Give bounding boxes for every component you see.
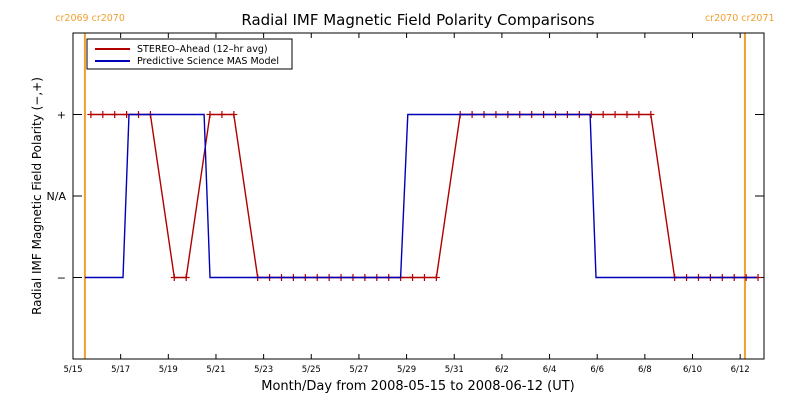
series-0-point-25 <box>420 274 428 281</box>
x-tick-label-13: 6/10 <box>683 365 702 375</box>
x-tick-label-4: 5/23 <box>254 365 273 375</box>
x-axis-label: Month/Day from 2008-05-15 to 2008-06-12 … <box>261 379 574 394</box>
y-tick-label-0: + <box>57 109 66 122</box>
x-tick-label-10: 6/4 <box>543 365 557 375</box>
series-0-point-39 <box>599 111 607 118</box>
x-tick-label-6: 5/27 <box>349 365 368 375</box>
legend-label-stereo: STEREO–Ahead (12–hr avg) <box>137 44 268 55</box>
x-tick-label-12: 6/8 <box>638 365 652 375</box>
chart-title: Radial IMF Magnetic Field Polarity Compa… <box>241 11 594 29</box>
legend: STEREO–Ahead (12–hr avg) Predictive Scie… <box>86 38 293 70</box>
x-tick-label-3: 5/21 <box>206 365 225 375</box>
x-axis-ticks: 5/15 5/17 5/19 5/21 5/23 5/25 5/27 5/29 5/31 6/2 6… <box>63 33 750 375</box>
series-0-point-42 <box>635 111 643 118</box>
series-0-point-0 <box>87 111 95 118</box>
x-tick-label-2: 5/19 <box>159 365 178 375</box>
x-tick-label-7: 5/29 <box>397 365 416 375</box>
x-tick-label-0: 5/15 <box>63 365 82 375</box>
legend-label-mas: Predictive Science MAS Model <box>137 56 279 67</box>
series-0-point-1 <box>99 111 107 118</box>
series-0-point-2 <box>111 111 119 118</box>
carrington-label-0: cr2069 cr2070 <box>55 13 125 24</box>
y-tick-label-1: N/A <box>47 190 67 203</box>
carrington-markers: cr2069 cr2070 cr2070 cr2071 <box>55 13 775 359</box>
series-0-point-41 <box>623 111 631 118</box>
series-0-point-24 <box>409 274 417 281</box>
x-tick-label-8: 5/31 <box>445 365 464 375</box>
series-line-0 <box>90 113 758 279</box>
legend-box <box>86 38 293 70</box>
series-0-point-26 <box>432 274 440 281</box>
series-0-point-6 <box>170 274 178 281</box>
x-tick-label-11: 6/6 <box>590 365 604 375</box>
plot-frame <box>72 32 765 360</box>
x-tick-label-9: 6/2 <box>495 365 509 375</box>
series-layer <box>84 111 762 281</box>
series-0-point-10 <box>230 111 238 118</box>
y-axis-label: Radial IMF Magnetic Field Polarity (−,+) <box>30 77 44 315</box>
carrington-label-1: cr2070 cr2071 <box>705 13 775 24</box>
x-tick-label-1: 5/17 <box>111 365 130 375</box>
series-0-point-40 <box>611 111 619 118</box>
series-0-point-7 <box>182 274 190 281</box>
series-line-1 <box>84 113 757 279</box>
x-tick-label-5: 5/25 <box>302 365 321 375</box>
x-tick-label-14: 6/12 <box>731 365 750 375</box>
series-0-point-9 <box>218 111 226 118</box>
y-axis-ticks: + N/A − <box>47 109 764 285</box>
series-0-point-43 <box>647 111 655 118</box>
series-0-point-8 <box>206 111 214 118</box>
y-tick-label-2: − <box>57 272 66 285</box>
